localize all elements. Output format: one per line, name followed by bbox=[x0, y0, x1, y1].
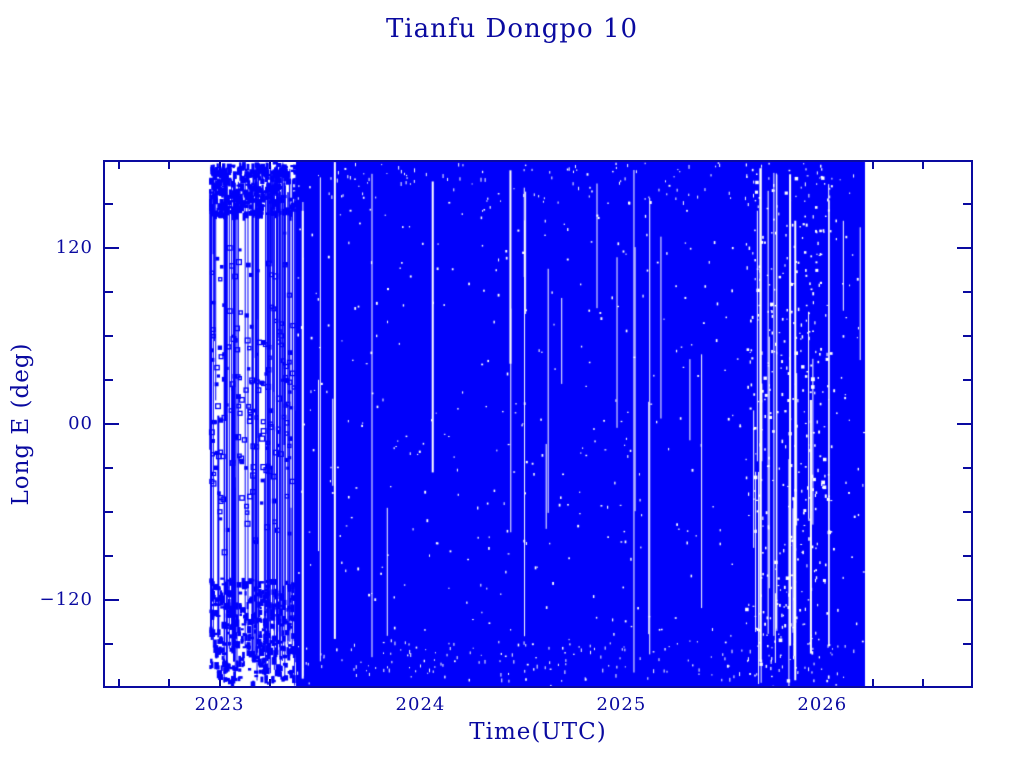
y-tick-label: −120 bbox=[39, 589, 93, 610]
y-tick-label: 120 bbox=[55, 237, 93, 258]
x-tick-label: 2023 bbox=[194, 694, 245, 715]
x-axis-title: Time(UTC) bbox=[469, 719, 607, 745]
x-tick-label: 2025 bbox=[596, 694, 647, 715]
y-tick-label: 00 bbox=[68, 413, 93, 434]
x-tick-label: 2026 bbox=[797, 694, 848, 715]
y-axis-title: Long E (deg) bbox=[8, 342, 34, 506]
data-canvas bbox=[105, 162, 971, 686]
chart-title: Tianfu Dongpo 10 bbox=[385, 14, 639, 44]
x-tick-label: 2024 bbox=[395, 694, 446, 715]
